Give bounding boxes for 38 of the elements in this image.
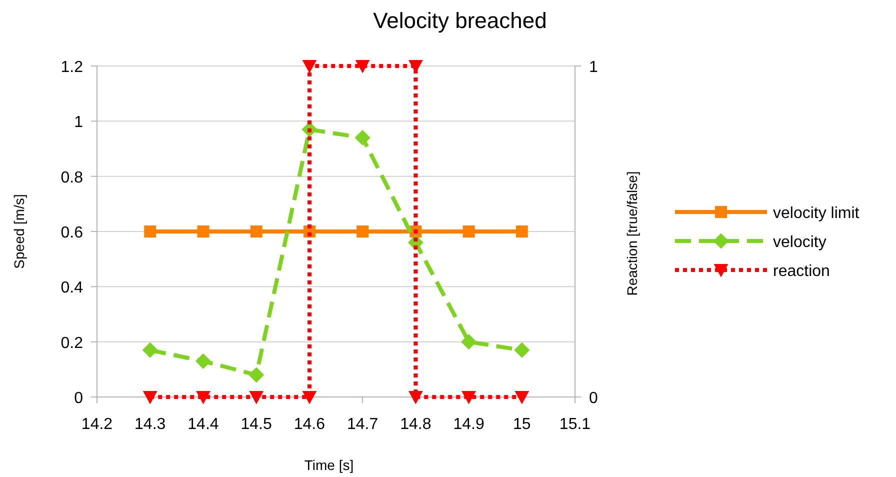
x-tick-label: 14.9 [453, 416, 484, 433]
point [248, 367, 264, 383]
x-tick-label: 15 [512, 416, 531, 433]
y-tick-label: 1 [74, 114, 84, 132]
y2-tick-label: 1 [589, 59, 598, 76]
point [514, 342, 530, 358]
point [195, 353, 212, 369]
point [250, 226, 262, 238]
x-tick-label: 14.8 [400, 416, 432, 433]
point [460, 334, 477, 350]
y2-tick-label: 0 [589, 390, 598, 407]
x-tick-label: 14.3 [134, 416, 166, 433]
text: velocity [773, 234, 826, 251]
x-tick-label: 14.5 [240, 416, 272, 433]
x-tick-label: 14.6 [294, 416, 326, 433]
x-tick-label: 14.4 [188, 416, 219, 433]
y-tick-label: 0.8 [60, 169, 84, 186]
point [516, 226, 528, 238]
x-tick-label: 14.7 [346, 416, 378, 433]
point [142, 342, 158, 358]
y-tick-label: 0.4 [60, 280, 84, 297]
y-tick-label: 0.2 [60, 334, 84, 352]
y2-axis-title: Reaction [true/false] [624, 171, 640, 296]
point [354, 130, 370, 146]
chart-title: Velocity breached [373, 8, 547, 33]
y-tick-label: 0 [74, 390, 84, 407]
x-tick-label: 15.1 [559, 416, 591, 433]
point [197, 226, 210, 238]
text: reaction [773, 263, 830, 280]
x-tick-label: 14.2 [81, 416, 113, 433]
x-axis-title: Time [s] [304, 457, 354, 473]
y-tick-label: 0.6 [60, 224, 84, 242]
text: velocity limit [773, 205, 860, 222]
point [462, 226, 475, 238]
y-tick-label: 1.2 [60, 59, 84, 76]
y-axis-title: Speed [m/s] [11, 194, 27, 269]
point [356, 226, 369, 238]
point [144, 226, 156, 238]
